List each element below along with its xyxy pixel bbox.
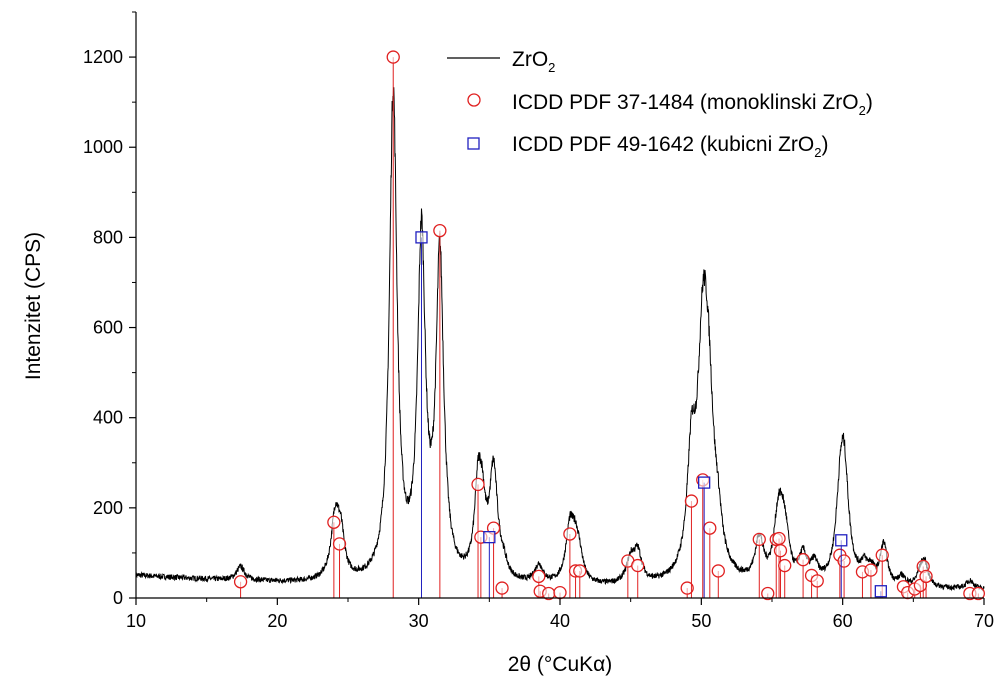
x-tick-label-50: 50 <box>691 611 711 631</box>
legend-circle-marker <box>467 93 481 107</box>
x-tick-label-20: 20 <box>267 611 287 631</box>
monoclinic-marker <box>386 50 400 64</box>
monoclinic-marker <box>684 494 699 508</box>
x-axis-label: 2θ (°CuKα) <box>508 653 613 676</box>
monoclinic-marker <box>875 548 889 562</box>
monoclinic-marker <box>837 554 851 568</box>
y-tick-label-200: 200 <box>93 498 123 518</box>
legend-label-monoclinic: ICDD PDF 37-1484 (monoklinski ZrO2) <box>512 91 873 118</box>
legend-label-zro2: ZrO2 <box>512 48 555 75</box>
monoclinic-marker <box>711 564 725 578</box>
legend-zro2-base: ZrO <box>512 48 548 71</box>
legend-cubic-sub: 2 <box>814 145 821 160</box>
monoclinic-marker <box>553 585 567 600</box>
monoclinic-marker <box>433 223 447 238</box>
monoclinic-marker <box>495 581 509 595</box>
y-tick-label-1000: 1000 <box>83 137 123 157</box>
x-tick-label-40: 40 <box>550 611 570 631</box>
monoclinic-marker <box>332 537 347 551</box>
cubic-reference-layer <box>415 231 887 598</box>
legend-square-marker <box>467 137 480 150</box>
y-tick-label-800: 800 <box>93 227 123 247</box>
legend-cubic-tail: ) <box>822 133 829 156</box>
legend-mono-tail: ) <box>866 91 873 114</box>
monoclinic-marker <box>772 531 786 546</box>
monoclinic-marker <box>773 544 788 558</box>
monoclinic-reference-layer <box>233 50 985 601</box>
cubic-marker <box>698 476 711 489</box>
legend-cubic-base: ICDD PDF 49-1642 (kubicni ZrO <box>512 133 814 156</box>
y-tick-label-0: 0 <box>113 588 123 608</box>
monoclinic-marker <box>778 558 792 573</box>
monoclinic-marker <box>471 477 485 492</box>
pattern-layer <box>135 87 985 592</box>
legend-zro2-sub: 2 <box>548 60 555 75</box>
x-tick-label-70: 70 <box>974 611 994 631</box>
legend-label-cubic: ICDD PDF 49-1642 (kubicni ZrO2) <box>512 133 829 160</box>
monoclinic-marker <box>796 553 810 567</box>
y-axis-label: Intenzitet (CPS) <box>22 232 45 380</box>
monoclinic-marker <box>810 574 824 588</box>
zro2-pattern-line <box>135 87 985 592</box>
monoclinic-marker <box>532 569 546 584</box>
cubic-marker <box>874 585 887 598</box>
cubic-marker <box>415 231 428 244</box>
x-tick-label-60: 60 <box>833 611 853 631</box>
y-tick-label-600: 600 <box>93 318 123 338</box>
x-tick-label-10: 10 <box>126 611 146 631</box>
monoclinic-marker <box>752 532 766 547</box>
monoclinic-marker <box>631 558 645 573</box>
cubic-marker <box>483 530 496 544</box>
monoclinic-marker <box>327 515 341 529</box>
y-tick-label-1200: 1200 <box>83 47 123 67</box>
monoclinic-marker <box>563 527 577 541</box>
legend-mono-sub: 2 <box>859 103 866 118</box>
monoclinic-marker <box>864 563 878 577</box>
monoclinic-marker <box>761 586 775 601</box>
monoclinic-marker <box>233 575 248 589</box>
legend: ZrO2 ICDD PDF 37-1484 (monoklinski ZrO2)… <box>447 48 873 160</box>
monoclinic-marker <box>573 564 587 578</box>
tick-layer: 10 20 30 40 50 60 70 0 200 400 600 800 1000 1200 <box>83 11 994 631</box>
monoclinic-marker <box>703 521 717 535</box>
y-tick-label-400: 400 <box>93 408 123 428</box>
monoclinic-marker <box>919 569 933 584</box>
monoclinic-marker <box>680 581 694 595</box>
monoclinic-marker <box>971 586 985 601</box>
x-tick-label-30: 30 <box>409 611 429 631</box>
cubic-marker <box>835 534 848 547</box>
legend-mono-base: ICDD PDF 37-1484 (monoklinski ZrO <box>512 91 859 114</box>
